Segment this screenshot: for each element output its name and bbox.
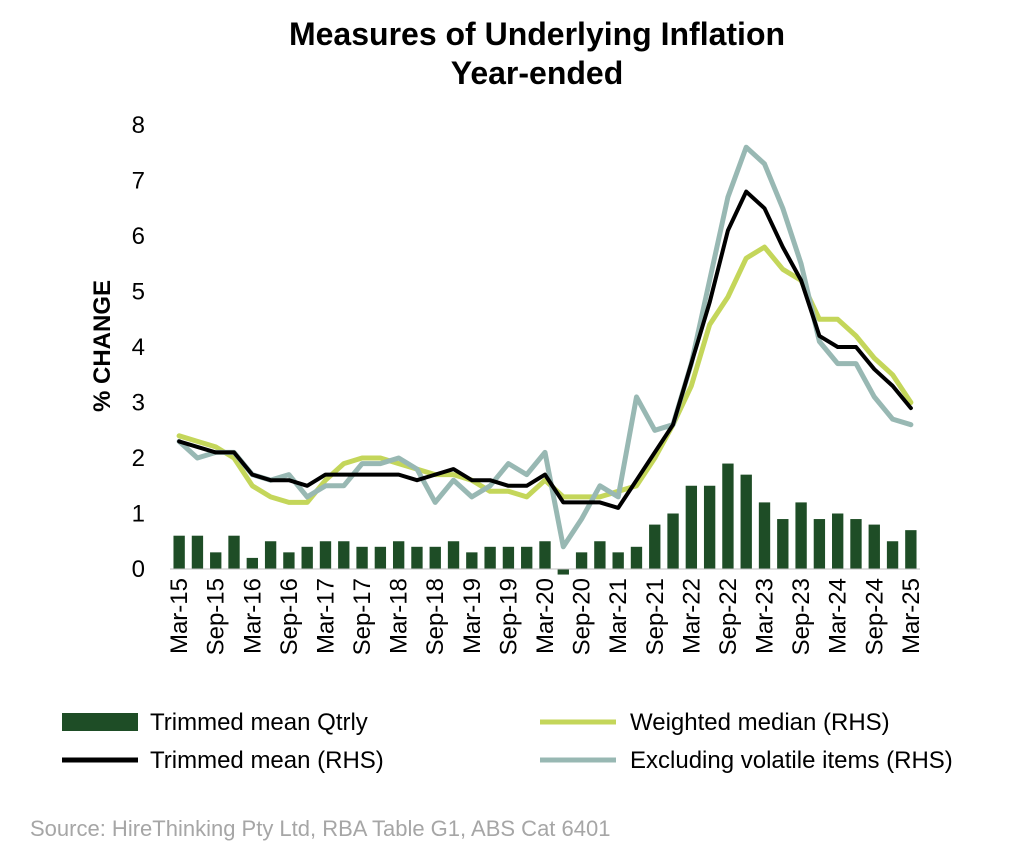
legend-label-trimmed-mean: Trimmed mean (RHS)	[150, 747, 384, 774]
bar-trimmed-mean-qtrly	[210, 552, 222, 569]
line-weighted-median	[176, 244, 914, 505]
bar-trimmed-mean-qtrly	[813, 519, 826, 569]
bar-trimmed-mean-qtrly	[319, 541, 332, 569]
y-tick-label: 3	[132, 390, 145, 417]
y-tick-labels: 0 1 2 3 4 5 6 7 8	[132, 112, 145, 583]
bar-trimmed-mean-qtrly	[832, 513, 844, 569]
bar-trimmed-mean-qtrly	[758, 502, 771, 569]
bar-trimmed-mean-qtrly	[228, 535, 240, 569]
bar-trimmed-mean-qtrly	[850, 519, 862, 569]
bar-trimmed-mean-qtrly	[740, 474, 752, 569]
x-tick-label: Sep-19	[495, 578, 522, 655]
bar-trimmed-mean-qtrly	[685, 485, 698, 569]
bar-trimmed-mean-qtrly	[539, 541, 551, 569]
x-tick-label: Mar-25	[898, 578, 925, 654]
bar-trimmed-mean-qtrly	[429, 546, 441, 569]
bar-trimmed-mean-qtrly	[667, 513, 679, 569]
x-tick-label: Mar-19	[459, 578, 486, 654]
y-tick-label: 7	[132, 168, 145, 195]
bar-trimmed-mean-qtrly	[283, 552, 295, 569]
bar-trimmed-mean-qtrly	[356, 546, 368, 569]
bar-trimmed-mean-qtrly	[484, 546, 496, 569]
line-series	[176, 144, 914, 550]
x-tick-label: Sep-24	[861, 578, 888, 655]
bar-trimmed-mean-qtrly	[191, 535, 204, 569]
x-tick-label: Sep-16	[276, 578, 303, 655]
x-tick-label: Sep-23	[788, 578, 815, 655]
legend-swatch-trimmed-mean-qtrly	[62, 713, 138, 731]
y-tick-label: 1	[132, 501, 145, 528]
x-tick-label: Mar-17	[312, 578, 339, 654]
y-tick-label: 4	[132, 334, 145, 361]
x-tick-label: Mar-22	[678, 578, 705, 654]
y-axis-label: % CHANGE	[89, 280, 116, 412]
y-tick-label: 8	[132, 112, 145, 139]
chart-title-line-2: Year-ended	[451, 55, 624, 91]
x-tick-label: Sep-20	[569, 578, 596, 655]
y-tick-label: 2	[132, 445, 145, 472]
bar-trimmed-mean-qtrly	[392, 541, 405, 569]
bar-trimmed-mean-qtrly	[374, 546, 387, 569]
y-tick-label: 0	[132, 556, 145, 583]
x-tick-label: Mar-23	[752, 578, 779, 654]
bar-trimmed-mean-qtrly	[868, 524, 880, 569]
x-tick-labels: Mar-15 Sep-15 Mar-16 Sep-16 Mar-17 Sep-17 Mar-…	[166, 578, 925, 655]
x-tick-label: Mar-21	[605, 578, 632, 654]
x-tick-label: Mar-20	[532, 578, 559, 654]
bar-trimmed-mean-qtrly	[886, 541, 899, 569]
bar-trimmed-mean-qtrly	[575, 552, 588, 569]
legend-label-trimmed-mean-qtrly: Trimmed mean Qtrly	[150, 709, 368, 736]
bar-trimmed-mean-qtrly	[630, 546, 643, 569]
line-excluding-volatile-items	[176, 144, 914, 550]
bar-trimmed-mean-qtrly	[411, 546, 423, 569]
x-tick-label: Mar-18	[386, 578, 413, 654]
bar-trimmed-mean-qtrly	[173, 535, 185, 569]
bar-trimmed-mean-qtrly	[264, 541, 277, 569]
x-tick-label: Sep-21	[642, 578, 669, 655]
x-tick-label: Mar-24	[825, 578, 852, 654]
chart-title-line-1: Measures of Underlying Inflation	[289, 16, 785, 52]
x-tick-label: Mar-15	[166, 578, 193, 654]
bar-trimmed-mean-qtrly	[703, 485, 716, 569]
bar-trimmed-mean-qtrly	[649, 524, 661, 569]
bar-trimmed-mean-qtrly	[594, 541, 606, 569]
legend: Trimmed mean Qtrly Weighted median (RHS)…	[62, 709, 953, 774]
x-tick-label: Sep-17	[349, 578, 376, 655]
bar-trimmed-mean-qtrly	[722, 463, 734, 569]
x-tick-label: Sep-22	[715, 578, 742, 655]
y-tick-label: 5	[132, 279, 145, 306]
bar-trimmed-mean-qtrly	[557, 569, 569, 575]
legend-label-weighted-median: Weighted median (RHS)	[630, 709, 890, 736]
bar-trimmed-mean-qtrly	[905, 530, 917, 569]
x-tick-label: Mar-16	[239, 578, 266, 654]
bar-trimmed-mean-qtrly	[246, 557, 258, 569]
bar-trimmed-mean-qtrly	[502, 546, 515, 569]
bar-trimmed-mean-qtrly	[338, 541, 350, 569]
bar-trimmed-mean-qtrly	[612, 552, 624, 569]
legend-label-excluding-volatile: Excluding volatile items (RHS)	[630, 747, 953, 774]
x-tick-label: Sep-18	[422, 578, 449, 655]
line-trimmed-mean	[177, 189, 913, 510]
bar-trimmed-mean-qtrly	[777, 519, 789, 569]
x-tick-label: Sep-15	[203, 578, 230, 655]
bars-trimmed-mean-qtrly	[173, 463, 917, 575]
bar-trimmed-mean-qtrly	[301, 546, 313, 569]
bar-trimmed-mean-qtrly	[447, 541, 460, 569]
bar-trimmed-mean-qtrly	[521, 546, 533, 569]
y-tick-label: 6	[132, 223, 145, 250]
bar-trimmed-mean-qtrly	[795, 502, 807, 569]
source-note: Source: HireThinking Pty Ltd, RBA Table …	[30, 816, 610, 841]
bar-trimmed-mean-qtrly	[466, 552, 478, 569]
